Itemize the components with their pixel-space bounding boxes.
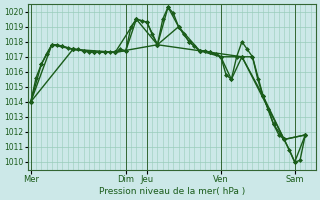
X-axis label: Pression niveau de la mer( hPa ): Pression niveau de la mer( hPa ) — [99, 187, 245, 196]
